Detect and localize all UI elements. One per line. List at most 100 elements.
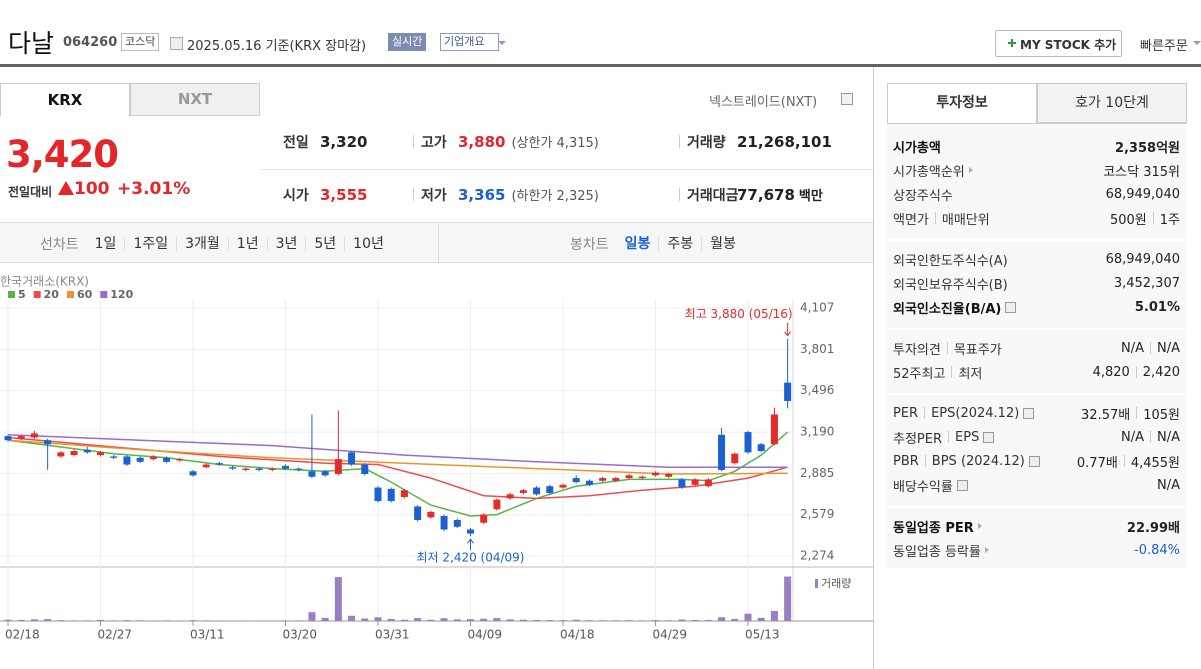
- candle-body: [361, 464, 369, 475]
- candle-body: [599, 478, 607, 481]
- separator: [951, 366, 953, 378]
- candle-body: [744, 432, 752, 453]
- quote-value: 3,365: [458, 186, 506, 204]
- candle-body: [559, 484, 567, 488]
- period-item[interactable]: 월봉: [701, 237, 744, 251]
- candle-body: [136, 457, 144, 462]
- legend-label: 60: [77, 288, 93, 301]
- candle-body: [704, 479, 712, 487]
- info-label: 투자의견: [893, 342, 941, 358]
- volume-bar: [665, 620, 673, 621]
- volume-bar: [70, 620, 78, 621]
- candle-body: [757, 444, 765, 452]
- header-bar: [0, 64, 1201, 67]
- volume-bar: [30, 619, 38, 621]
- realtime-badge[interactable]: 실시간: [388, 33, 427, 51]
- info-label-group: 시가총액: [893, 137, 941, 156]
- quote-value: 3,555: [320, 186, 368, 204]
- period-items: 일봉 주봉 월봉: [617, 237, 744, 251]
- volume-bar: [149, 620, 157, 621]
- info-value: 22.99배: [1126, 520, 1180, 536]
- market-tab[interactable]: KRX: [0, 83, 130, 116]
- info-row: 외국인한도주식수(A) 68,949,040: [893, 250, 1180, 269]
- period-item[interactable]: 5년: [305, 237, 344, 251]
- info-value: 0.77배: [1076, 455, 1118, 471]
- volume-bar: [268, 620, 276, 621]
- panel-divider: [873, 67, 874, 669]
- volume-bar: [44, 619, 52, 621]
- quick-order[interactable]: 빠른주문: [1140, 39, 1188, 54]
- info-tab[interactable]: 호가 10단계: [1037, 83, 1187, 123]
- info-value: 68,949,040: [1105, 251, 1180, 267]
- period-item[interactable]: 3개월: [176, 237, 228, 251]
- info-row: 외국인보유주식수(B) 3,452,307: [893, 274, 1180, 293]
- nxt-link[interactable]: 넥스트레이드(NXT): [709, 95, 818, 110]
- info-row: 52주최고 최저 4,820 2,420: [893, 363, 1180, 382]
- my-stock-button[interactable]: [995, 30, 1122, 57]
- candle-body: [215, 463, 223, 465]
- candle-body: [691, 479, 699, 485]
- quote: 거래대금 77,678 백만: [687, 185, 823, 205]
- volume-bar: [453, 619, 461, 621]
- volume-bar: [414, 618, 422, 621]
- info-row: 시가총액순위 코스닥 315위: [893, 161, 1180, 180]
- quote-value: 77,678: [737, 186, 795, 204]
- current-price: 3,420: [6, 133, 119, 176]
- candle-body: [440, 515, 448, 530]
- info-label-group: 52주최고 최저: [893, 363, 982, 382]
- y-tick-label: 2,885: [800, 466, 834, 480]
- help-icon: [1005, 301, 1017, 313]
- volume-bar: [202, 620, 210, 621]
- period-item[interactable]: 주봉: [658, 237, 701, 251]
- info-label-group: 투자의견 목표주가: [893, 339, 1002, 358]
- candle-body: [96, 452, 104, 456]
- candle-body: [4, 436, 12, 441]
- separator: [1135, 366, 1137, 378]
- quote-label: 시가: [283, 188, 309, 204]
- market-tab[interactable]: NXT: [130, 83, 260, 116]
- volume-bar: [770, 610, 778, 621]
- info-row: 투자의견 목표주가 N/A N/A: [893, 339, 1180, 358]
- divider: [438, 223, 439, 262]
- stock-name: 다날: [8, 29, 55, 58]
- volume-bar: [466, 619, 474, 621]
- volume-bar: [361, 618, 369, 621]
- volume-bar: [559, 620, 567, 621]
- candle-body: [202, 464, 210, 468]
- volume-bar: [57, 620, 65, 621]
- info-value-group: N/A N/A: [1121, 341, 1180, 356]
- period-item[interactable]: 3년: [266, 237, 306, 251]
- volume-bar: [519, 619, 527, 621]
- period-item[interactable]: 1주일: [124, 237, 176, 251]
- info-row: 동일업종 등락률 -0.84%: [893, 541, 1180, 560]
- candle-body: [268, 468, 276, 470]
- period-item[interactable]: 1일: [94, 236, 117, 252]
- overview-button[interactable]: 기업개요: [440, 33, 500, 51]
- quote: 전일 3,320: [283, 132, 367, 152]
- candle-body: [83, 449, 91, 453]
- period-item[interactable]: 10년: [344, 237, 392, 251]
- legend-label: 120: [110, 288, 133, 301]
- period-item[interactable]: 일봉: [624, 236, 651, 252]
- arrow-icon: [968, 167, 976, 173]
- info-tab[interactable]: 투자정보: [887, 83, 1037, 123]
- candle-body: [295, 468, 303, 470]
- info-label: 추정PER: [893, 431, 943, 447]
- quote-value: 3,880: [458, 133, 506, 151]
- quote-limit: (하한가 2,325): [511, 189, 599, 204]
- separator: [1123, 455, 1125, 467]
- volume-bar: [651, 620, 659, 621]
- volume-bar: [400, 619, 408, 621]
- arrow-icon: [984, 547, 992, 553]
- candle-body: [334, 459, 342, 475]
- info-value-group: -0.84%: [1134, 543, 1180, 558]
- candle-body: [57, 452, 65, 457]
- info-row: 배당수익률 N/A: [893, 476, 1180, 495]
- group-divider: [887, 506, 1186, 508]
- x-tick-label: 03/20: [282, 628, 317, 642]
- x-tick-label: 05/13: [745, 628, 780, 642]
- divider: [260, 169, 873, 170]
- volume-bar: [387, 618, 395, 621]
- period-item[interactable]: 1년: [227, 237, 267, 251]
